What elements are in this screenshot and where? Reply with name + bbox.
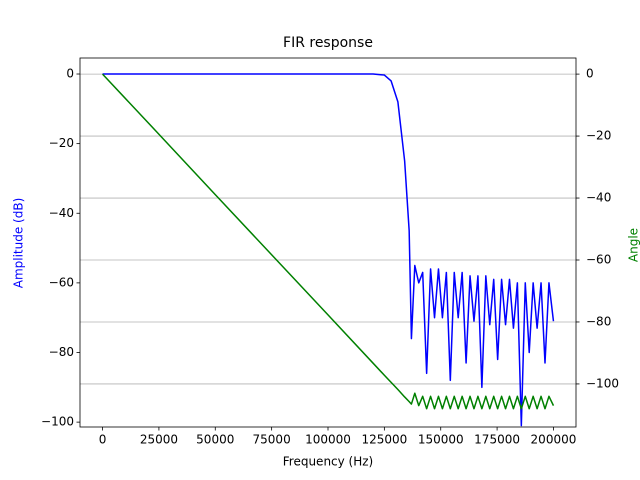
x-tick-label: 25000 bbox=[140, 433, 178, 447]
y2-tick-label: −40 bbox=[586, 191, 611, 205]
y2-tick-label: −80 bbox=[586, 314, 611, 328]
x-tick-label: 100000 bbox=[305, 433, 351, 447]
x-tick-label: 125000 bbox=[361, 433, 407, 447]
y2-tick-label: −20 bbox=[586, 129, 611, 143]
y-tick-label: −100 bbox=[41, 415, 74, 429]
y-axis-label: Amplitude (dB) bbox=[12, 198, 26, 289]
y2-axis-label: Angle bbox=[627, 228, 640, 262]
y-tick-label: −20 bbox=[49, 136, 74, 150]
y-tick-label: −40 bbox=[49, 206, 74, 220]
series-line bbox=[102, 73, 555, 410]
x-tick-label: 0 bbox=[99, 433, 107, 447]
x-tick-label: 75000 bbox=[253, 433, 291, 447]
series-line bbox=[102, 73, 555, 427]
y-tick-label: −80 bbox=[49, 345, 74, 359]
y2-tick-label: −100 bbox=[586, 376, 619, 390]
x-axis-label: Frequency (Hz) bbox=[283, 455, 374, 469]
y2-tick-label: 0 bbox=[586, 67, 594, 81]
y-tick-label: 0 bbox=[66, 67, 74, 81]
y-tick-label: −60 bbox=[49, 275, 74, 289]
chart-title: FIR response bbox=[283, 35, 373, 51]
y2-tick-label: −60 bbox=[586, 253, 611, 267]
x-tick-label: 150000 bbox=[418, 433, 464, 447]
x-tick-label: 175000 bbox=[474, 433, 520, 447]
x-tick-label: 50000 bbox=[196, 433, 234, 447]
x-tick-label: 200000 bbox=[531, 433, 577, 447]
